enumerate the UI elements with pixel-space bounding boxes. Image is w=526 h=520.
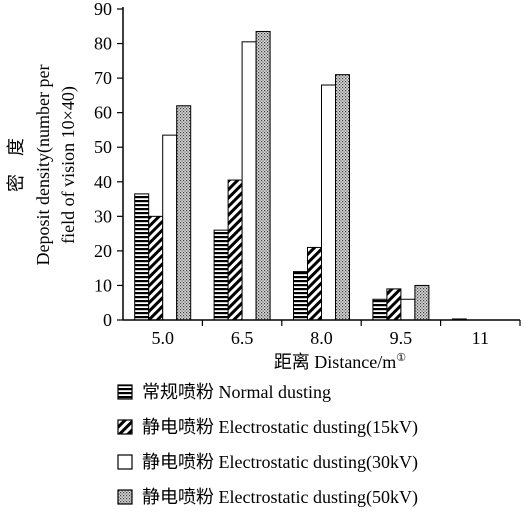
y-tick-label: 80: [94, 34, 112, 54]
y-tick-label: 0: [103, 310, 112, 330]
x-tick-label: 6.5: [231, 328, 254, 348]
y-axis-title-chinese: 密 度: [6, 138, 26, 192]
bar-8.0-series-1: [293, 271, 308, 321]
bar-6.5-series-3: [241, 41, 257, 321]
y-tick-label: 50: [94, 137, 112, 157]
x-tick-label: 9.5: [390, 328, 413, 348]
y-axis-title-line1: Deposit density(number per: [33, 65, 54, 266]
y-tick-label: 20: [94, 241, 112, 261]
bar-5.0-series-4: [176, 105, 192, 321]
axes: 5.0 6.5 8.0 9.5 11 0 10 20 30 40 50 60 70 80 90: [94, 0, 521, 348]
y-tick-label: 30: [94, 206, 112, 226]
legend-swatch: [117, 454, 133, 470]
x-tick-label: 8.0: [310, 328, 333, 348]
legend: 常规喷粉 Normal dusting 静电喷粉 Electrostatic du…: [117, 382, 418, 508]
legend-label: 静电喷粉 Electrostatic dusting(30kV): [142, 452, 418, 473]
bars: [134, 30, 467, 321]
legend-swatch: [117, 384, 133, 400]
bar-9.5-series-2: [386, 288, 402, 321]
legend-swatch: [117, 419, 133, 435]
bar-9.5-series-4: [414, 284, 430, 321]
legend-label: 静电喷粉 Electrostatic dusting(15kV): [142, 417, 418, 438]
x-axis-title: 距离 Distance/m①: [274, 352, 406, 372]
bar-9.5-series-3: [400, 298, 416, 321]
bar-5.0-series-2: [148, 215, 164, 321]
y-tick-label: 10: [94, 275, 112, 295]
y-tick-label: 60: [94, 103, 112, 123]
legend-label: 静电喷粉 Electrostatic dusting(50kV): [142, 487, 418, 508]
bar-5.0-series-3: [162, 134, 178, 321]
bar-8.0-series-3: [321, 84, 336, 321]
y-axis-title-line2: field of vision 10×40): [58, 86, 79, 244]
x-tick-label: 5.0: [151, 328, 174, 348]
bar-8.0-series-2: [307, 246, 322, 321]
bar-5.0-series-1: [134, 193, 150, 321]
x-axis-title-footnote-mark: ①: [396, 352, 406, 364]
x-axis-title-text: 距离 Distance/m: [274, 352, 396, 372]
y-tick-label: 90: [94, 0, 112, 19]
x-tick-label: 11: [472, 328, 489, 348]
y-tick-label: 40: [94, 172, 112, 192]
legend-swatch: [117, 489, 133, 505]
bar-6.5-series-4: [255, 30, 271, 321]
bar-9.5-series-1: [372, 298, 388, 321]
bar-6.5-series-1: [213, 229, 229, 321]
legend-label: 常规喷粉 Normal dusting: [142, 382, 331, 402]
y-tick-label: 70: [94, 68, 112, 88]
bar-6.5-series-2: [227, 179, 243, 321]
bar-8.0-series-4: [335, 74, 350, 321]
